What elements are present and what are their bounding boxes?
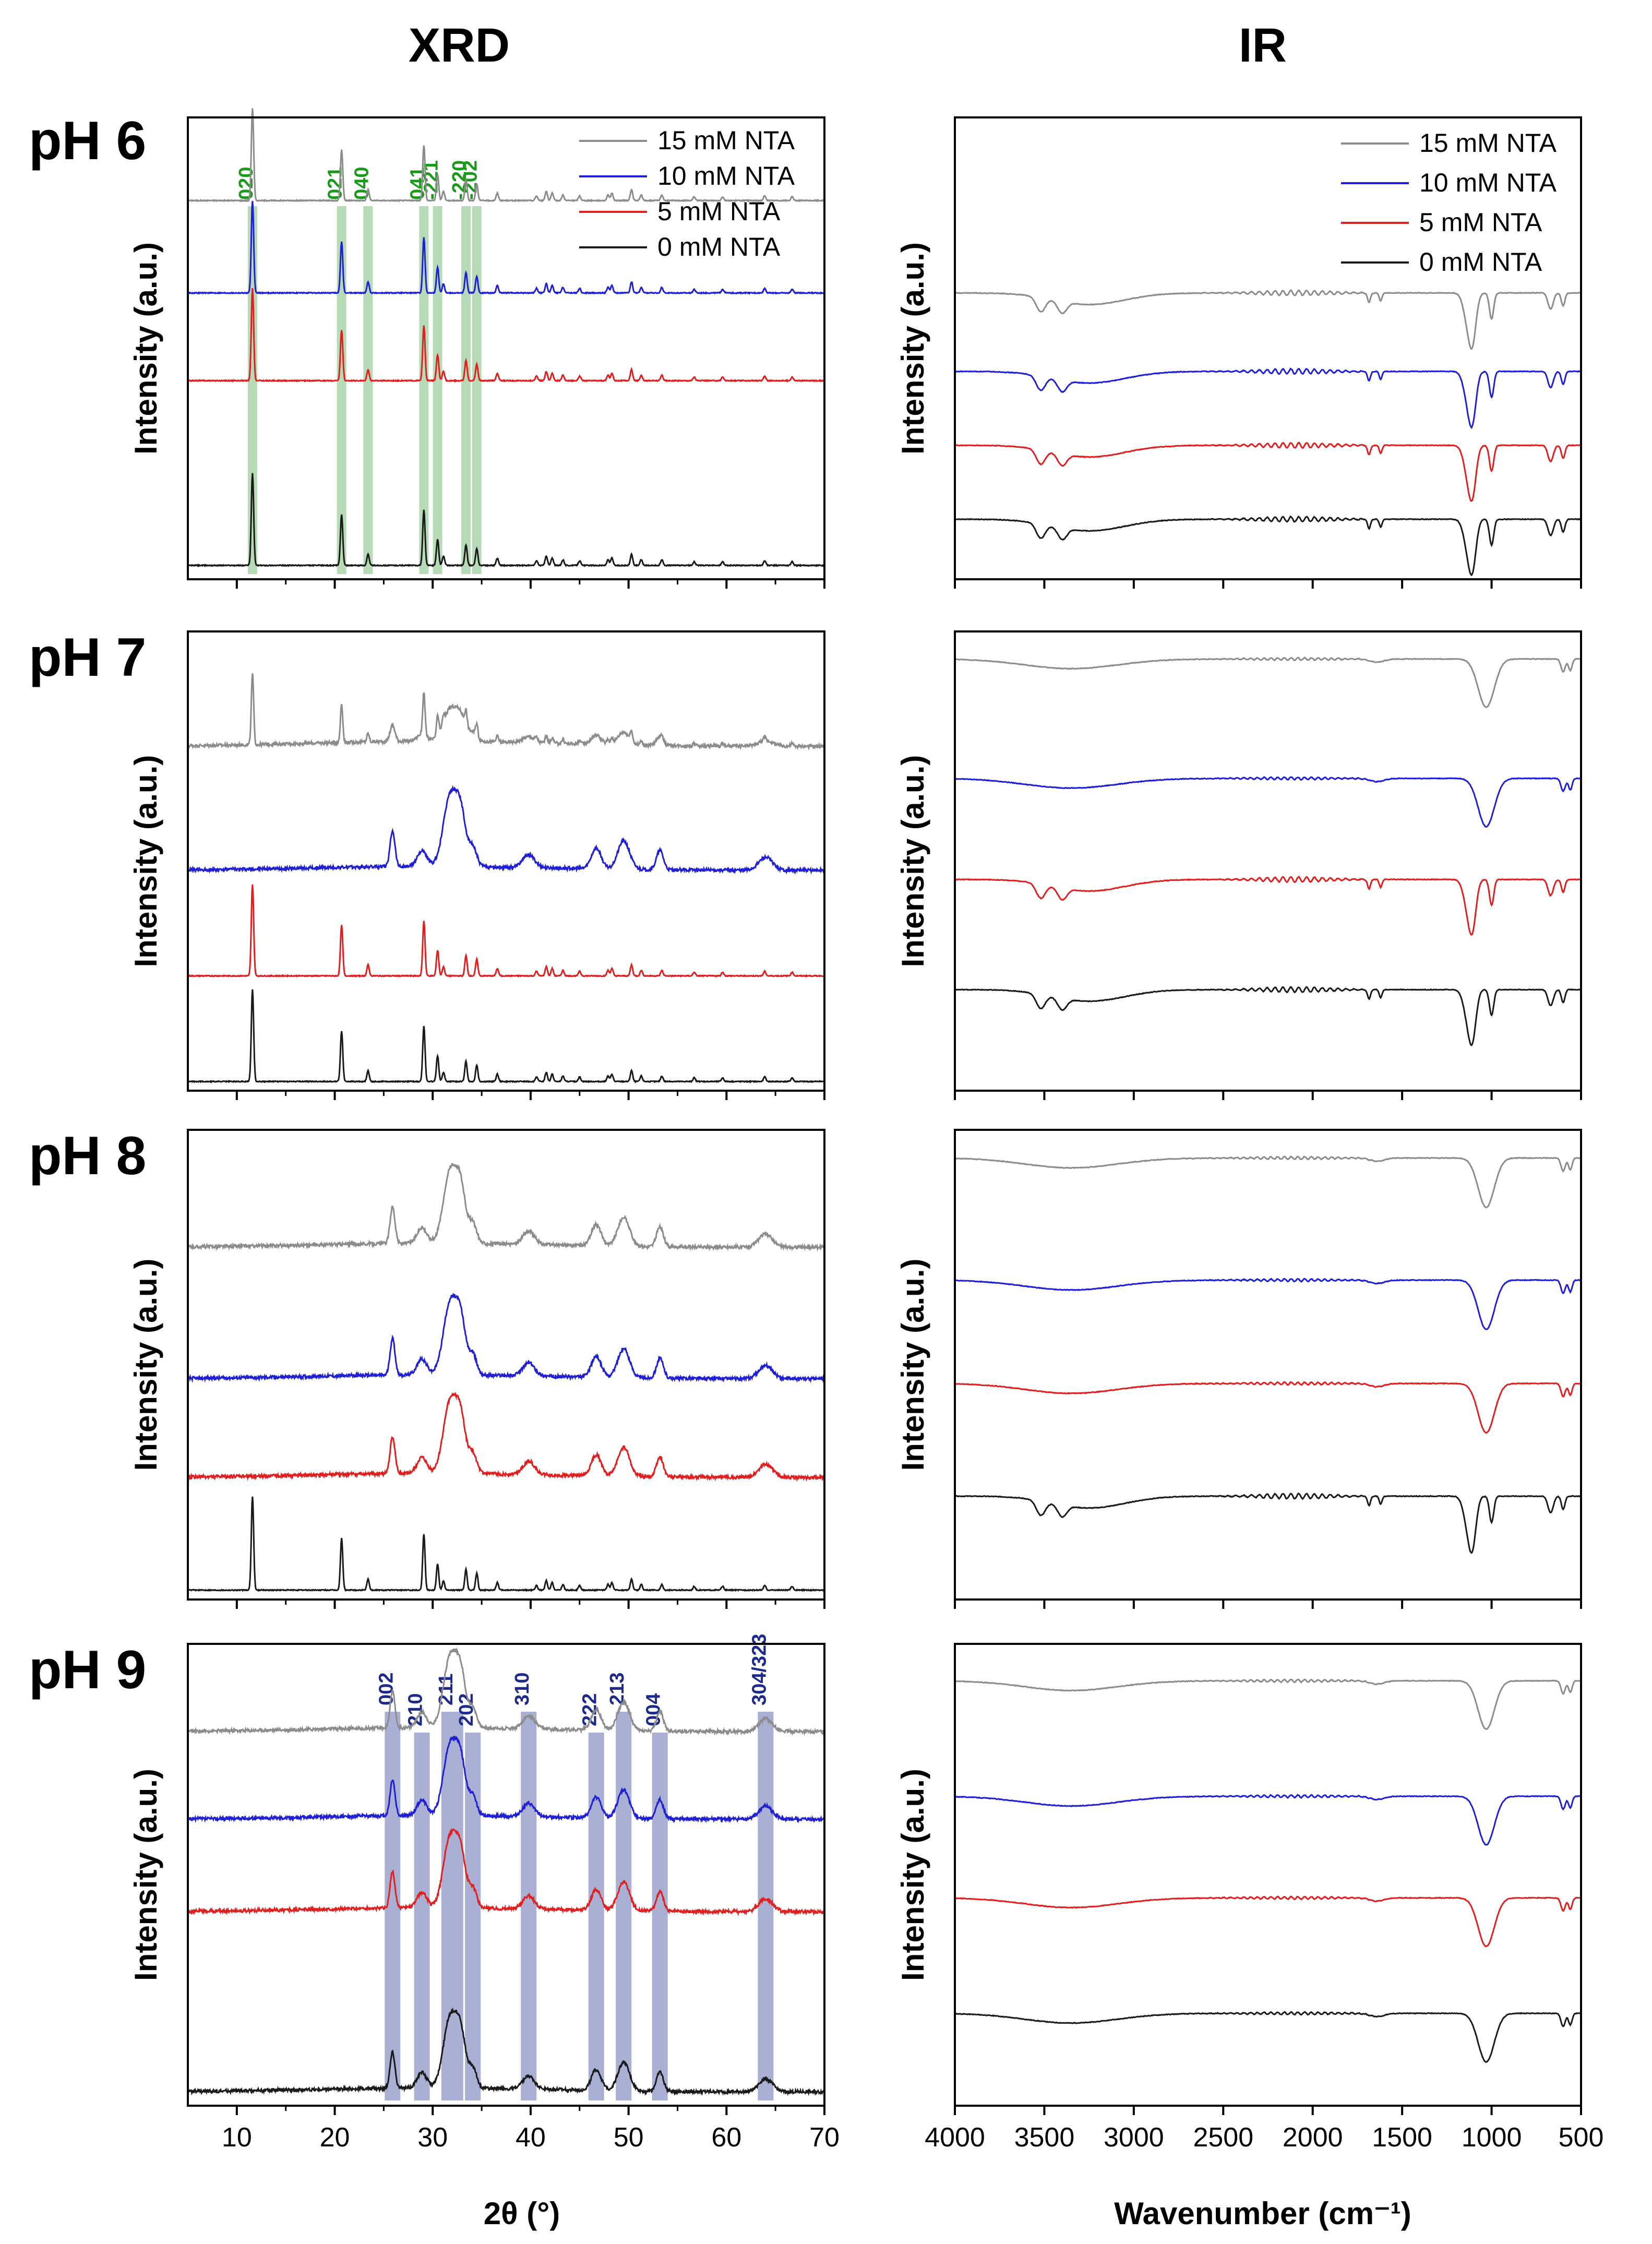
ir-ph9-series-15-mm-nta: [954, 1678, 1582, 1730]
ir-ph6-series-10-mm-nta: [954, 367, 1582, 429]
xrd-ph6-series-5-mm-nta: [187, 288, 825, 383]
xrd-ph9-series-0-mm-nta: [187, 2007, 825, 2096]
ir-ph6-y-axis-label: Intensity (a.u.): [895, 242, 930, 455]
xrd-x-tick-label: 40: [516, 2122, 546, 2153]
ir-ph6-series-0-mm-nta: [954, 515, 1582, 577]
ir-ph8-series-5-mm-nta: [954, 1381, 1581, 1434]
xrd-band--220: [461, 206, 471, 574]
ir-ph6-series-5-mm-nta: [954, 441, 1582, 502]
xrd-ph9-series-5-mm-nta: [187, 1828, 825, 1916]
ir-x-tick-label: 3000: [1104, 2122, 1164, 2153]
xrd-ph6-series-10-mm-nta: [187, 200, 825, 295]
ir-x-tick-label: 2000: [1283, 2122, 1343, 2153]
ph7-label: pH 7: [29, 627, 146, 688]
ir-x-tick-label: 500: [1559, 2122, 1604, 2153]
xrd-band-304/323: [758, 1712, 774, 2100]
xrd-ph9-y-axis-label: Intensity (a.u.): [128, 1769, 163, 1981]
ir-x-tick-label: 2500: [1193, 2122, 1253, 2153]
xrd-x-tick-label: 10: [222, 2122, 252, 2153]
xrd-ph6-series-15-mm-nta: [187, 108, 825, 203]
ir-ph9-axes: [954, 1643, 1582, 2107]
xrd-ph8-series-0-mm-nta: [187, 1496, 825, 1592]
ir-legend-label-15-mm-nta: 15 mM NTA: [1419, 128, 1557, 158]
xrd-x-tick-label: 20: [320, 2122, 350, 2153]
xrd-legend-label-5-mm-nta: 5 mM NTA: [657, 197, 781, 226]
xrd-ph8-series-5-mm-nta: [187, 1392, 825, 1482]
xrd-ph9-series-15-mm-nta: [187, 1647, 825, 1736]
ir-ph7-y-axis-label: Intensity (a.u.): [895, 755, 930, 968]
xrd-ph7-axes: [187, 630, 825, 1092]
xrd-band-310: [521, 1712, 537, 2100]
ir-x-tick-label: 1000: [1462, 2122, 1522, 2153]
ir-ph7-series-10-mm-nta: [954, 776, 1582, 828]
ir-ph9-series-10-mm-nta: [954, 1794, 1582, 1846]
xrd-band-020: [247, 206, 257, 574]
plane-label-004: 004: [643, 1693, 665, 1726]
ir-ph9-series-0-mm-nta: [954, 2011, 1582, 2063]
xrd-column-title: XRD: [409, 19, 510, 72]
xrd-x-tick-label: 30: [417, 2122, 448, 2153]
xrd-ph6-series-0-mm-nta: [187, 473, 825, 568]
ir-x-tick-label: 1500: [1372, 2122, 1432, 2153]
ir-x-axis-label: Wavenumber (cm⁻¹): [1114, 2196, 1411, 2231]
xrd-ph8-axes: [187, 1129, 825, 1601]
xrd-ph7-series-10-mm-nta: [187, 785, 825, 875]
xrd-x-axis-label: 2θ (°): [484, 2196, 560, 2231]
ir-ph7-series-0-mm-nta: [954, 986, 1582, 1046]
ir-ph6-series-15-mm-nta: [954, 289, 1582, 350]
xrd-band-213: [616, 1712, 632, 2100]
ir-x-tick-label: 3500: [1014, 2122, 1075, 2153]
xrd-band-210: [414, 1733, 430, 2100]
xrd-x-tick-label: 60: [711, 2122, 741, 2153]
xrd-legend-label-15-mm-nta: 15 mM NTA: [657, 126, 795, 155]
plane-label-310: 310: [511, 1673, 533, 1705]
xrd-ph6-axes: [187, 116, 825, 580]
plane-label-211: 211: [435, 1674, 457, 1705]
xrd-ph6-y-axis-label: Intensity (a.u.): [128, 242, 163, 455]
xrd-band--221: [433, 206, 442, 574]
plane-label-304/323: 304/323: [748, 1634, 770, 1705]
ir-ph7-series-5-mm-nta: [954, 875, 1582, 936]
xrd-band-040: [363, 206, 373, 574]
xrd-ph7-y-axis-label: Intensity (a.u.): [128, 755, 163, 968]
xrd-ph7-series-5-mm-nta: [187, 884, 825, 978]
ir-ph7-axes: [954, 630, 1582, 1092]
xrd-ph7-series-15-mm-nta: [187, 673, 825, 751]
xrd-band-004: [652, 1733, 668, 2100]
xrd-ph7-series-0-mm-nta: [187, 989, 824, 1084]
xrd-ph8-series-15-mm-nta: [187, 1163, 825, 1252]
ir-ph8-y-axis-label: Intensity (a.u.): [895, 1259, 930, 1471]
ir-legend-label-10-mm-nta: 10 mM NTA: [1419, 168, 1557, 197]
xrd-legend-label-0-mm-nta: 0 mM NTA: [657, 232, 781, 261]
ph8-label: pH 8: [29, 1126, 146, 1186]
ir-ph8-axes: [954, 1129, 1582, 1601]
ir-ph8-series-10-mm-nta: [954, 1278, 1582, 1330]
ir-column-title: IR: [1239, 19, 1287, 72]
ir-ph8-series-0-mm-nta: [954, 1492, 1582, 1554]
ir-x-tick-label: 4000: [925, 2122, 985, 2153]
ir-ph6-axes: [954, 116, 1582, 580]
xrd-legend-label-10-mm-nta: 10 mM NTA: [657, 161, 795, 190]
xrd-ph8-series-10-mm-nta: [187, 1292, 825, 1383]
xrd-x-tick-label: 50: [614, 2122, 644, 2153]
xrd-band-041: [419, 206, 429, 574]
xrd-ph9-series-10-mm-nta: [187, 1735, 825, 1823]
xrd-band-222: [588, 1733, 604, 2100]
ir-ph9-y-axis-label: Intensity (a.u.): [895, 1769, 930, 1981]
ir-legend-label-5-mm-nta: 5 mM NTA: [1419, 208, 1542, 237]
ir-legend-label-0-mm-nta: 0 mM NTA: [1419, 247, 1542, 277]
xrd-x-tick-label: 70: [809, 2122, 840, 2153]
ph6-label: pH 6: [29, 111, 146, 171]
ir-ph7-series-15-mm-nta: [955, 657, 1582, 708]
ir-ph9-series-5-mm-nta: [954, 1895, 1581, 1948]
xrd-band-021: [337, 206, 346, 574]
xrd-ph8-y-axis-label: Intensity (a.u.): [128, 1259, 163, 1471]
ph9-label: pH 9: [29, 1640, 146, 1700]
xrd-band--202: [472, 206, 482, 574]
xrd-ph9-axes: [187, 1643, 825, 2107]
ir-ph8-series-15-mm-nta: [954, 1155, 1582, 1209]
